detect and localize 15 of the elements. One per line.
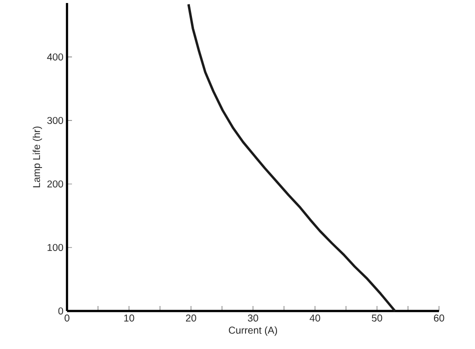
y-tick-label: 300 (47, 116, 64, 124)
y-axis-title: Lamp Life (hr) (32, 126, 42, 188)
x-tick-label: 20 (186, 314, 196, 322)
x-tick-label: 0 (64, 314, 70, 322)
x-tick-label: 40 (310, 314, 320, 322)
x-axis-title: Current (A) (228, 326, 278, 336)
y-tick-label: 400 (47, 53, 64, 60)
y-tick-label: 0 (58, 307, 64, 315)
x-tick-label: 50 (372, 314, 382, 322)
line-series (187, 3, 396, 312)
x-tick-label: 10 (124, 314, 134, 322)
x-tick-label: 30 (248, 314, 258, 322)
x-tick-label: 60 (434, 314, 444, 322)
y-tick-label: 100 (48, 244, 64, 252)
y-tick-label: 200 (47, 180, 64, 188)
